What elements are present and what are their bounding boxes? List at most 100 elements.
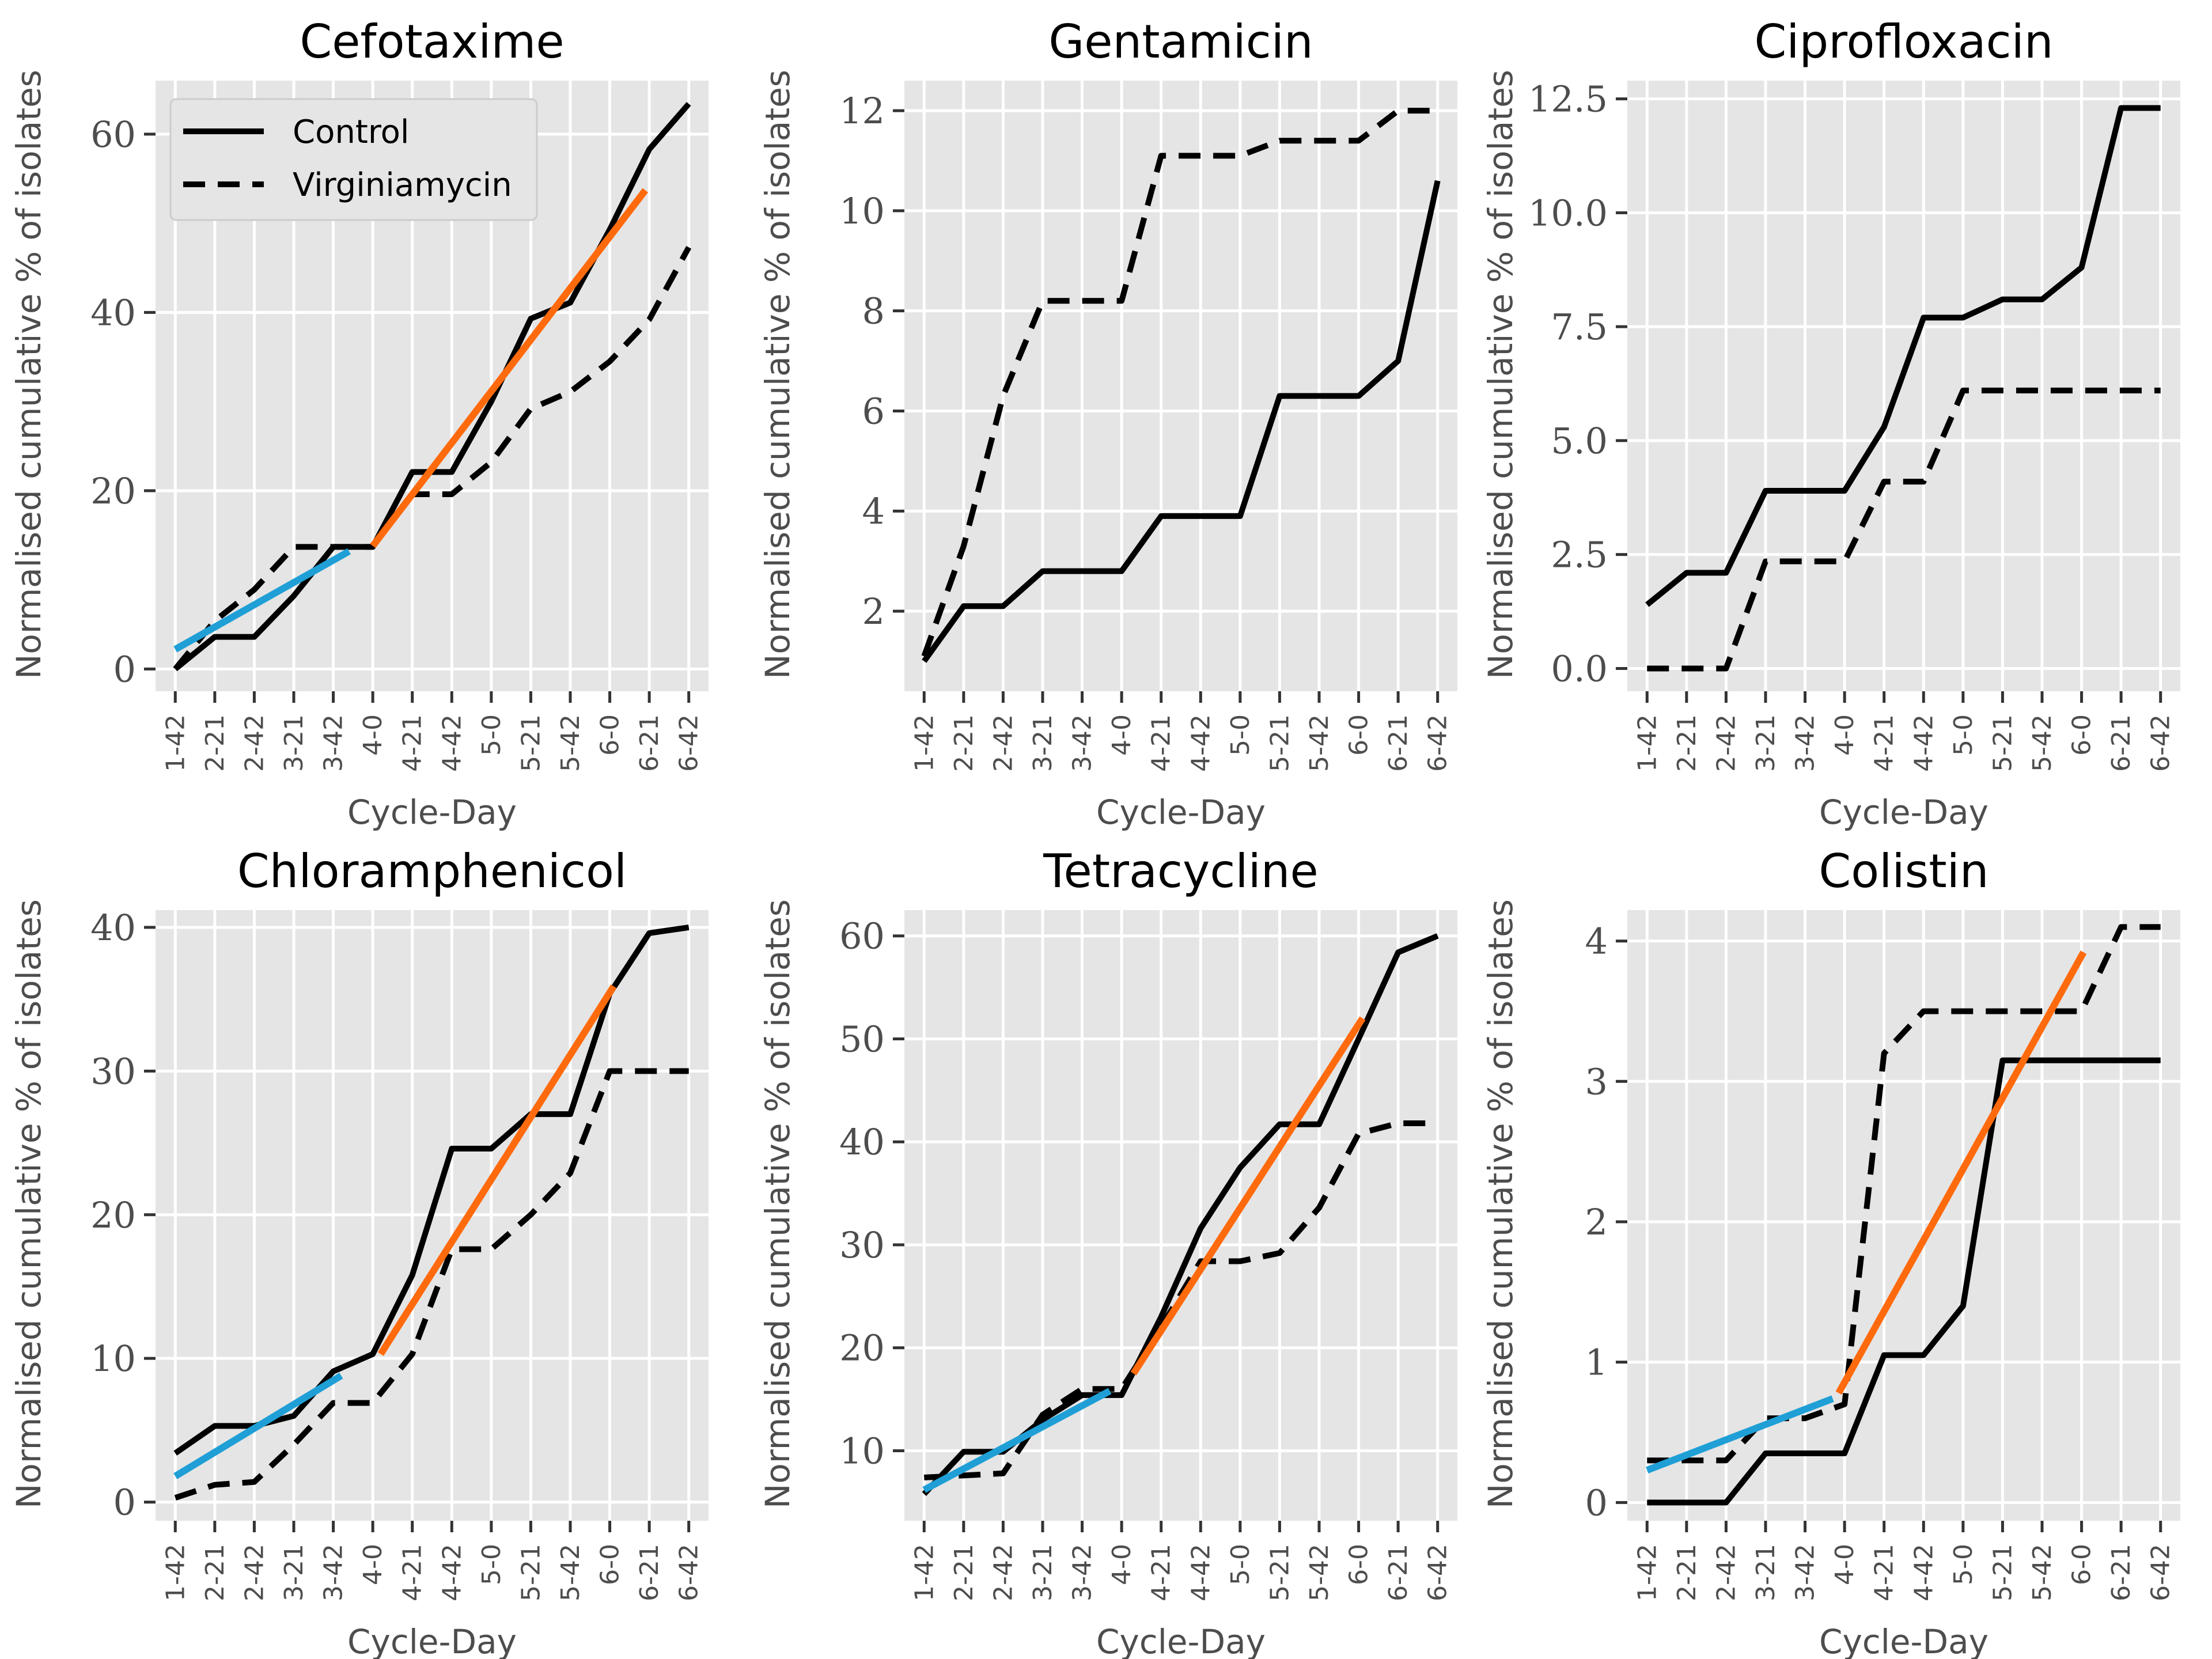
x-tick-label: 5-42: [556, 1544, 585, 1601]
trend-line-blue: [922, 1388, 1112, 1493]
y-tick-label: 7.5: [1551, 306, 1608, 348]
trend-line-blue: [173, 548, 351, 653]
y-tick-label: 8: [862, 290, 885, 332]
legend-label-control: Control: [293, 113, 409, 151]
x-tick-label: 6-42: [675, 1544, 704, 1601]
y-tick-label: 30: [839, 1224, 885, 1266]
x-tick-label: 4-0: [1830, 1544, 1859, 1585]
y-tick-label: 12: [839, 90, 885, 132]
series-line-virginiamycin: [1647, 387, 2161, 672]
y-tick-label: 20: [839, 1327, 885, 1369]
y-tick-label: 40: [90, 907, 136, 949]
x-tick-label: 4-42: [437, 714, 467, 772]
x-tick-label: 6-21: [1384, 1544, 1413, 1601]
x-axis-label: Cycle-Day: [1819, 1622, 1988, 1659]
subplot-chloramphenicol: 0 10 20 30 40 1-42 2-21 2-42 3-21 3-42 4-0 4-21 4-42…: [9, 844, 709, 1659]
plot-area: [1627, 910, 2180, 1521]
x-tick-label: 4-42: [1186, 714, 1215, 772]
x-axis-label: Cycle-Day: [1819, 793, 1988, 832]
y-axis-label: Normalised cumulative % of isolates: [9, 899, 48, 1509]
x-tick-label: 5-21: [516, 714, 546, 772]
y-tick-label: 10.0: [1528, 192, 1608, 234]
x-tick-label: 3-21: [1751, 1544, 1781, 1601]
x-tick-label: 6-0: [2067, 714, 2097, 756]
x-tick-label: 5-21: [1265, 1544, 1294, 1601]
x-tick-label: 4-21: [1147, 714, 1176, 772]
x-tick-label: 2-42: [1711, 714, 1741, 772]
x-tick-label: 3-42: [1791, 714, 1820, 772]
subplot-cefotaxime: 0 20 40 60 1-42 2-21 2-42 3-21 3-42 4-0 4-21 4-42 5-…: [9, 15, 709, 832]
x-tick-label: 6-21: [635, 1544, 664, 1601]
x-tick-label: 6-0: [1344, 714, 1374, 756]
x-tick-label: 5-42: [2028, 1544, 2057, 1601]
y-tick-label: 20: [90, 470, 136, 512]
x-tick-label: 1-42: [161, 1544, 190, 1601]
series-line-virginiamycin: [921, 108, 1438, 657]
series-line-virginiamycin: [1647, 924, 2161, 1464]
x-tick-label: 5-21: [516, 1544, 546, 1601]
x-tick-label: 5-42: [1305, 1544, 1334, 1601]
x-axis-label: Cycle-Day: [347, 1622, 517, 1659]
y-tick-label: 6: [862, 390, 885, 432]
x-tick-label: 3-42: [1791, 1544, 1820, 1601]
x-tick-label: 1-42: [910, 714, 939, 772]
x-tick-label: 6-42: [2146, 1544, 2176, 1601]
legend-label-virginiamycin: Virginiamycin: [293, 166, 512, 204]
panel-title: Tetracycline: [1043, 844, 1318, 898]
subplot-colistin: 0 1 2 3 4 1-42 2-21 2-42 3-21 3-42 4-0 4-21 4-42 5-0 5…: [1481, 844, 2180, 1659]
x-tick-label: 4-42: [1909, 1544, 1938, 1601]
x-tick-label: 6-42: [2146, 714, 2176, 772]
x-tick-label: 6-0: [596, 1544, 625, 1585]
subplot-ciprofloxacin: 0.0 2.5 5.0 7.5 10.0 12.5 1-42 2-21 2-42 3-21 3-42…: [1481, 15, 2180, 832]
x-tick-label: 4-42: [437, 1544, 467, 1601]
x-tick-label: 2-21: [949, 1544, 979, 1601]
x-tick-label: 2-42: [1711, 1544, 1741, 1601]
series-line-virginiamycin: [173, 245, 692, 671]
x-axis-label: Cycle-Day: [1096, 793, 1266, 832]
plot-area: [904, 81, 1457, 691]
x-tick-label: 4-42: [1186, 1544, 1215, 1601]
plot-area: [1627, 81, 2180, 691]
series-line-control: [1647, 1057, 2161, 1506]
y-tick-label: 30: [90, 1050, 136, 1092]
x-tick-label: 6-42: [1423, 1544, 1453, 1601]
panel-title: Chloramphenicol: [237, 844, 627, 898]
y-tick-label: 4: [862, 490, 885, 532]
x-tick-label: 2-21: [1672, 714, 1702, 772]
x-tick-label: 2-42: [988, 1544, 1018, 1601]
x-tick-label: 2-42: [988, 714, 1018, 772]
y-tick-label: 12.5: [1528, 78, 1608, 120]
y-axis-label: Normalised cumulative % of isolates: [758, 70, 797, 679]
x-tick-label: 5-0: [1226, 1544, 1255, 1585]
x-tick-label: 4-21: [398, 714, 427, 772]
x-tick-label: 3-21: [1751, 714, 1781, 772]
x-tick-label: 5-42: [1305, 714, 1334, 772]
x-tick-label: 5-0: [477, 1544, 506, 1585]
x-tick-label: 3-21: [279, 1544, 309, 1601]
x-tick-label: 4-0: [1107, 1544, 1137, 1585]
x-tick-label: 4-21: [1147, 1544, 1176, 1601]
x-tick-label: 5-0: [1949, 1544, 1978, 1585]
x-tick-label: 6-21: [2107, 1544, 2136, 1601]
x-tick-label: 2-21: [200, 1544, 230, 1601]
x-tick-label: 1-42: [910, 1544, 939, 1601]
y-tick-label: 3: [1585, 1060, 1608, 1103]
x-tick-label: 5-0: [1949, 714, 1978, 756]
x-tick-label: 2-21: [949, 714, 979, 772]
legend: Control Virginiamycin: [169, 98, 538, 221]
x-tick-label: 4-21: [398, 1544, 427, 1601]
series-line-control: [1645, 105, 2161, 607]
x-tick-label: 5-42: [2028, 714, 2057, 772]
x-tick-label: 4-0: [358, 714, 388, 756]
x-tick-label: 3-42: [1068, 714, 1097, 772]
subplot-gentamicin: 2 4 6 8 10 12 1-42 2-21 2-42 3-21 3-42 4-0 4-21 4-42 5…: [758, 15, 1457, 832]
panel-title: Cefotaxime: [300, 15, 564, 69]
x-tick-label: 6-0: [596, 714, 625, 756]
x-tick-label: 3-42: [1068, 1544, 1097, 1601]
x-tick-label: 6-0: [2067, 1544, 2097, 1585]
y-tick-label: 2: [1585, 1201, 1608, 1243]
x-tick-label: 4-21: [1870, 714, 1899, 772]
x-tick-label: 5-21: [1988, 1544, 2017, 1601]
x-tick-label: 2-42: [240, 1544, 269, 1601]
